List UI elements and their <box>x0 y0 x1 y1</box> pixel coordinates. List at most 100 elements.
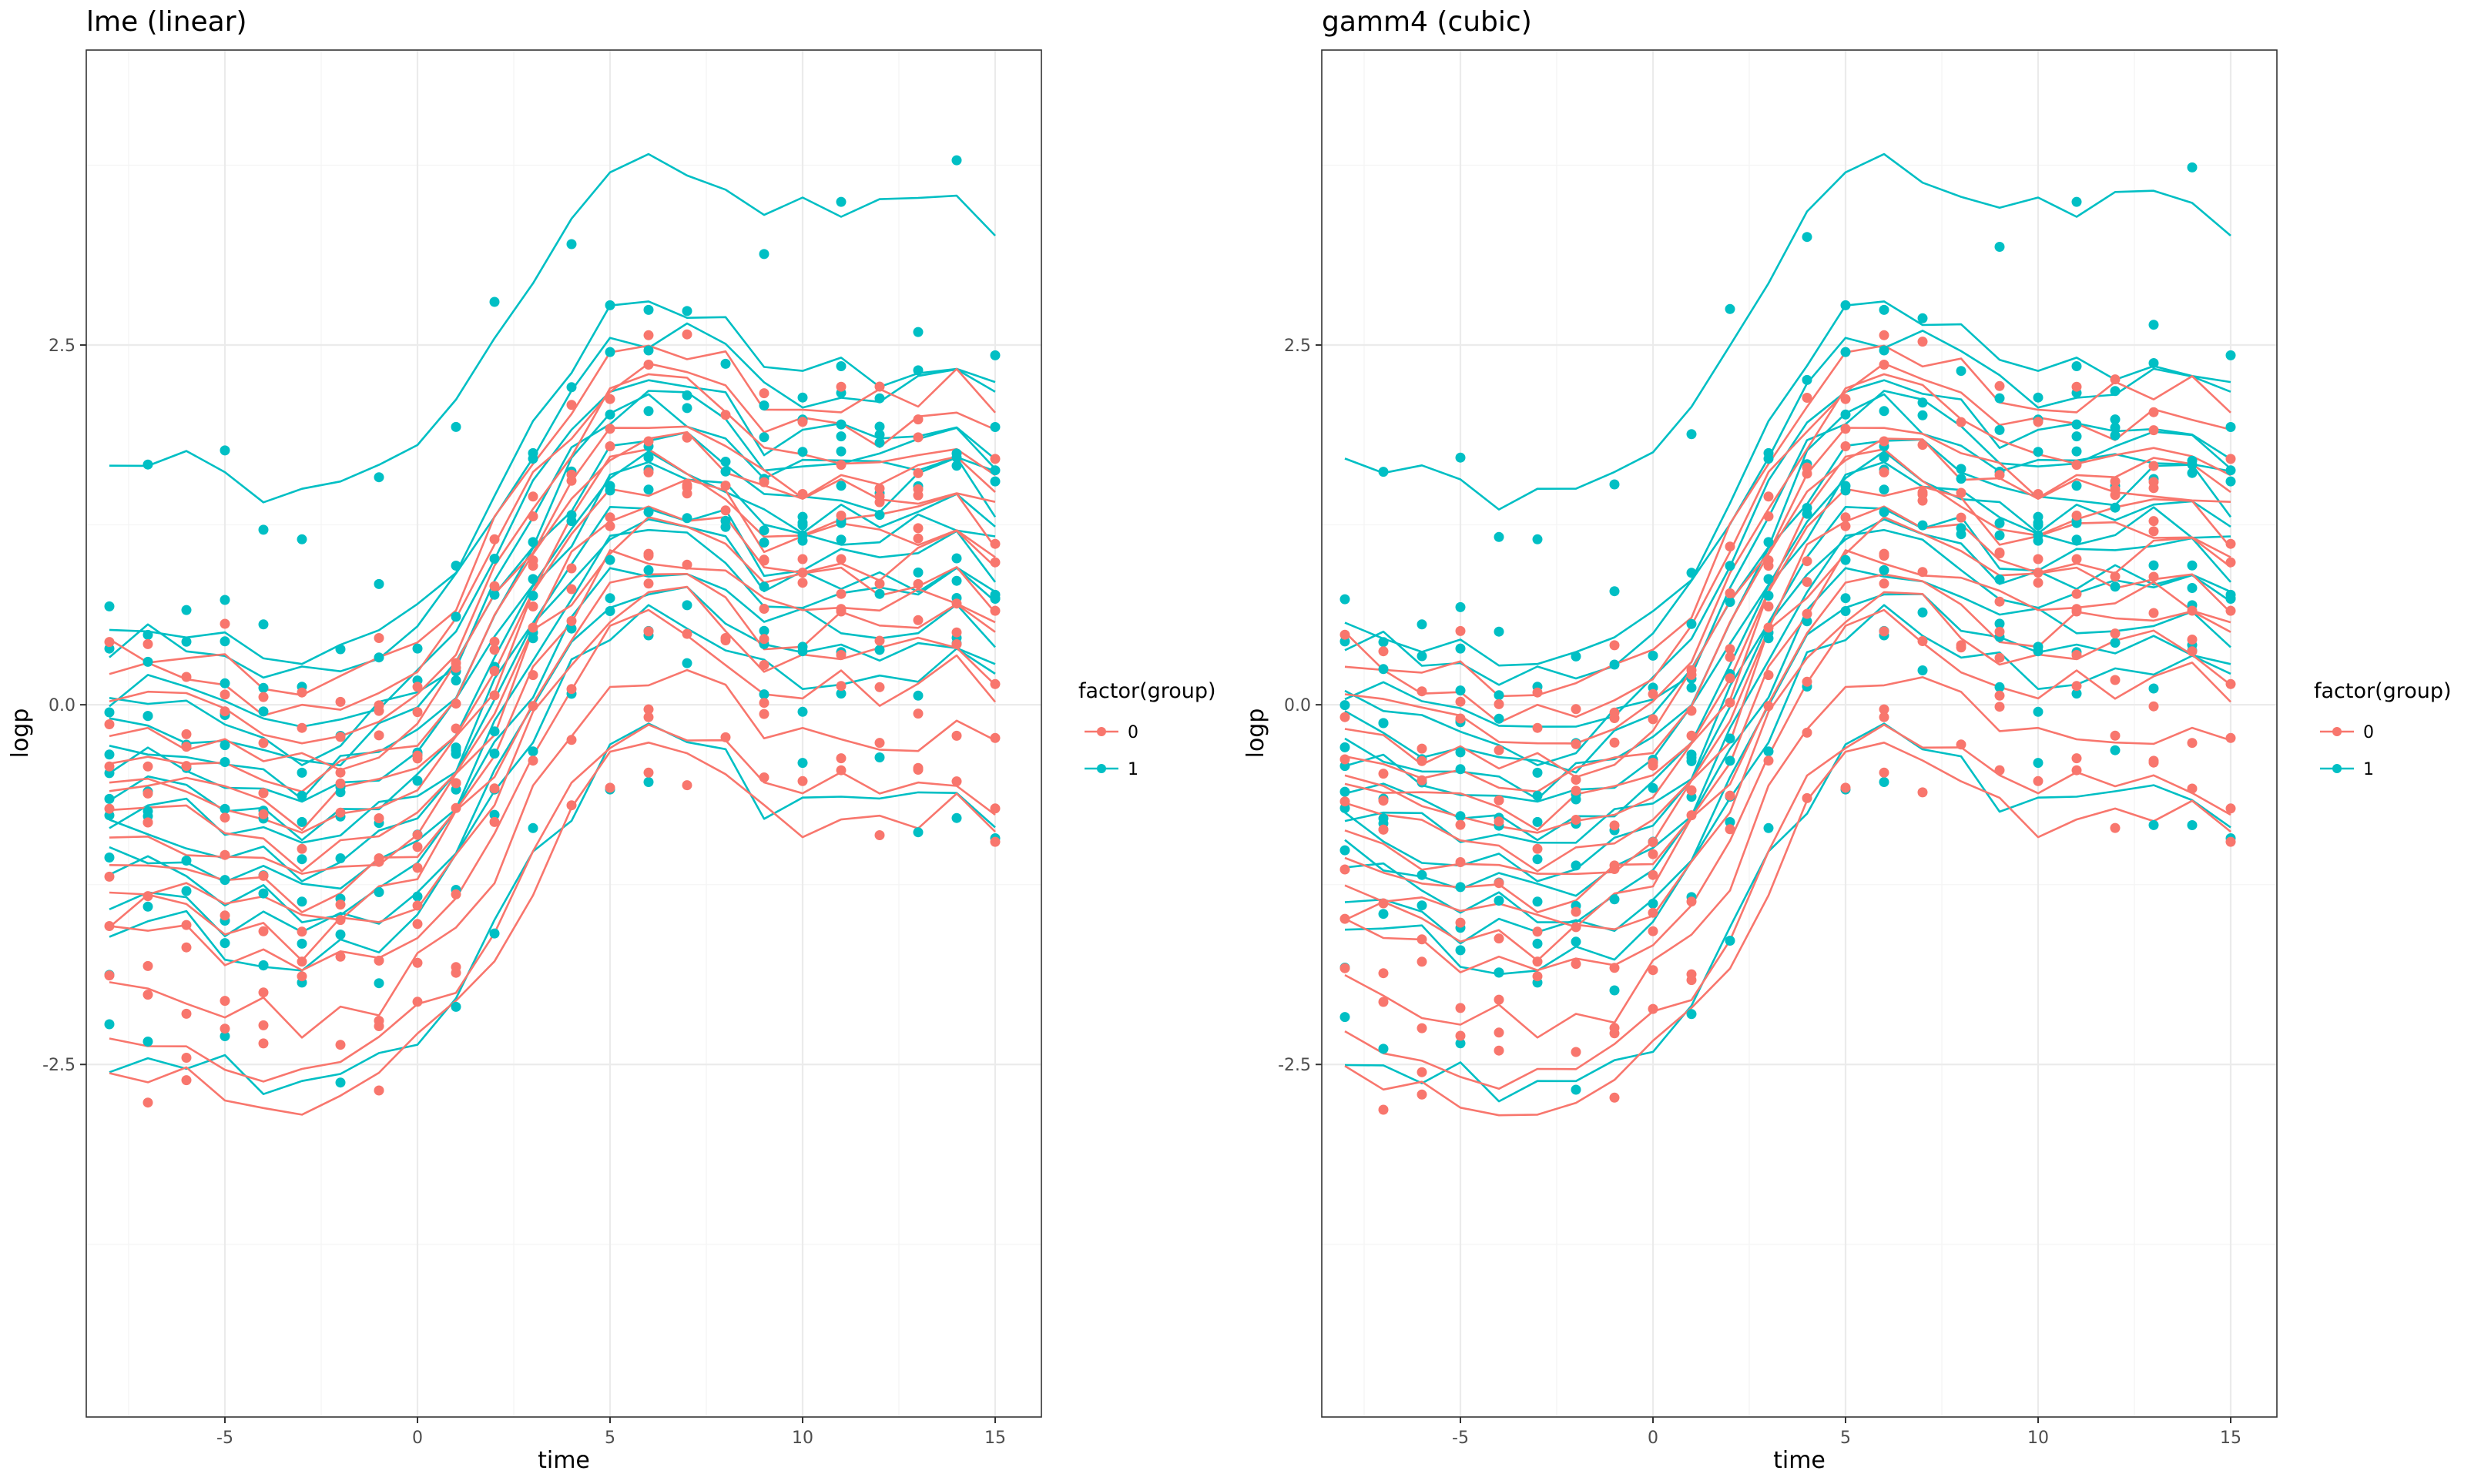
data-point <box>1956 523 1966 534</box>
data-point <box>2033 447 2044 457</box>
data-point <box>1417 755 1427 766</box>
data-point <box>797 520 808 531</box>
data-point <box>142 901 153 912</box>
subject-line-subject-1 <box>1344 152 2231 511</box>
data-point <box>1725 936 1735 946</box>
data-point <box>1994 652 2005 663</box>
data-point <box>489 645 500 655</box>
data-point <box>1879 626 1889 637</box>
data-point <box>1802 792 1812 803</box>
data-point <box>1994 242 2005 252</box>
data-point <box>1917 520 1928 531</box>
data-point <box>104 749 115 760</box>
data-point <box>1686 682 1697 693</box>
subject-line-subject-31 <box>1344 723 2231 1090</box>
data-point <box>1609 737 1620 748</box>
data-point <box>874 830 885 840</box>
data-point <box>951 627 962 638</box>
data-point <box>874 635 885 646</box>
data-point <box>1494 531 1504 542</box>
y-tick-label: 2.5 <box>49 337 75 356</box>
data-point <box>2225 538 2236 549</box>
data-point <box>1532 816 1543 827</box>
data-point <box>451 611 461 622</box>
data-point <box>2033 706 2044 717</box>
data-point <box>797 758 808 769</box>
data-point <box>297 534 307 544</box>
data-point <box>1571 815 1581 825</box>
data-point <box>1339 1012 1350 1023</box>
data-point <box>2110 502 2121 513</box>
data-point <box>874 497 885 508</box>
data-point <box>1339 700 1350 711</box>
data-point <box>104 707 115 718</box>
data-point <box>2110 730 2121 741</box>
data-point <box>2187 635 2198 645</box>
data-point <box>990 836 1001 847</box>
data-point <box>142 1037 153 1047</box>
data-point <box>1879 467 1889 477</box>
data-point <box>1686 705 1697 716</box>
data-point <box>2110 822 2121 833</box>
data-point <box>1494 896 1504 906</box>
data-point <box>181 742 192 752</box>
data-point <box>297 956 307 967</box>
data-point <box>220 938 230 949</box>
data-point <box>374 472 384 483</box>
data-point <box>1532 956 1543 967</box>
data-point <box>759 709 769 719</box>
data-point <box>181 942 192 953</box>
data-point <box>258 888 269 899</box>
data-point <box>566 800 577 811</box>
data-point <box>1879 777 1889 787</box>
subject-line-subject-23 <box>1344 485 2231 834</box>
data-point <box>2148 819 2159 830</box>
data-point <box>913 327 924 337</box>
data-point <box>2225 836 2236 847</box>
subject-line-subject-15 <box>109 604 996 972</box>
data-point <box>2071 688 2082 699</box>
data-point <box>566 382 577 393</box>
data-point <box>1879 704 1889 715</box>
data-point <box>797 578 808 588</box>
data-point <box>913 615 924 625</box>
data-point <box>1763 670 1774 681</box>
data-point <box>1802 608 1812 619</box>
data-point <box>142 990 153 1000</box>
data-point <box>951 155 962 166</box>
data-point <box>374 1085 384 1096</box>
data-point <box>605 394 615 404</box>
data-point <box>220 595 230 605</box>
data-point <box>1802 374 1812 385</box>
data-point <box>2148 526 2159 537</box>
data-point <box>1802 556 1812 567</box>
data-point <box>605 409 615 420</box>
data-point <box>2187 646 2198 657</box>
data-point <box>220 1031 230 1041</box>
data-point <box>643 467 654 477</box>
data-point <box>1725 644 1735 655</box>
data-point <box>990 557 1001 568</box>
data-point <box>1994 530 2005 541</box>
data-point <box>643 712 654 722</box>
data-point <box>1840 554 1851 565</box>
data-point <box>566 584 577 595</box>
data-point <box>1609 659 1620 670</box>
data-point <box>566 239 577 250</box>
data-point <box>682 658 692 668</box>
data-point <box>1917 636 1928 646</box>
data-point <box>913 365 924 376</box>
data-point <box>1725 790 1735 801</box>
data-point <box>1378 898 1389 909</box>
data-point <box>335 732 346 742</box>
data-point <box>220 803 230 814</box>
data-point <box>142 960 153 971</box>
data-point <box>1571 860 1581 871</box>
data-point <box>297 767 307 778</box>
data-point <box>2187 820 2198 830</box>
data-point <box>1917 410 1928 420</box>
data-point <box>1339 845 1350 856</box>
data-point <box>451 1001 461 1012</box>
data-point <box>104 601 115 611</box>
y-axis-title: logp <box>1242 709 1269 759</box>
